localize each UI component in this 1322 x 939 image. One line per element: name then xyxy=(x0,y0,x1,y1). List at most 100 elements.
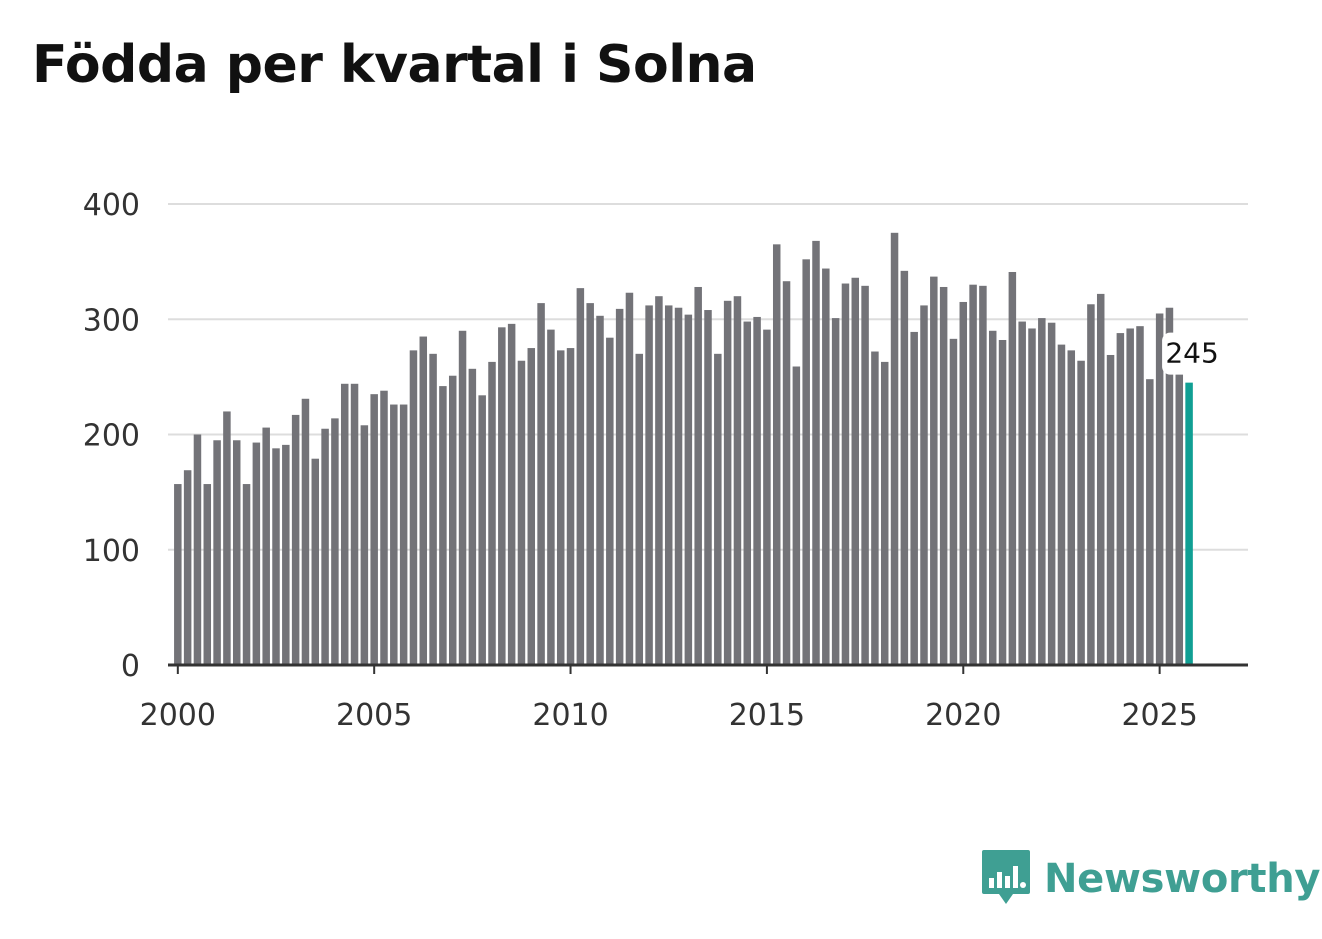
bar xyxy=(331,418,339,665)
bar xyxy=(380,390,388,665)
bar xyxy=(655,296,663,665)
bar xyxy=(635,353,644,665)
bar xyxy=(1028,328,1036,665)
bar xyxy=(547,329,555,665)
bar xyxy=(1047,322,1056,665)
x-tick-label-2010: 2010 xyxy=(532,698,608,733)
bar xyxy=(1136,326,1144,665)
y-tick-label-300: 300 xyxy=(83,303,140,338)
bar xyxy=(704,310,712,665)
bar xyxy=(242,484,251,665)
bar xyxy=(517,360,526,665)
bar xyxy=(1096,293,1105,665)
x-axis-tick-labels: 2000 2005 2010 2015 2020 2025 xyxy=(140,698,1198,733)
bar xyxy=(743,321,752,665)
bar xyxy=(831,318,840,665)
bar xyxy=(645,305,653,665)
bar xyxy=(782,281,791,665)
chart-title: Födda per kvartal i Solna xyxy=(32,35,757,95)
bar xyxy=(321,428,329,665)
bar xyxy=(527,348,536,665)
bar xyxy=(1087,304,1095,665)
bar xyxy=(282,444,290,665)
bar xyxy=(203,484,212,665)
bar xyxy=(390,404,398,665)
bar xyxy=(311,458,320,665)
bar xyxy=(684,314,693,665)
bar xyxy=(507,323,516,665)
bar xyxy=(910,331,918,665)
y-axis-tick-labels: 0 100 200 300 400 xyxy=(83,188,140,684)
bar xyxy=(439,386,447,665)
bar-chart-speech-bubble-icon xyxy=(982,850,1030,904)
bars xyxy=(174,232,1193,665)
bar xyxy=(606,337,614,665)
bar xyxy=(664,305,673,665)
bar xyxy=(753,316,761,665)
bar xyxy=(763,329,771,665)
bar xyxy=(1038,318,1046,665)
x-axis xyxy=(168,663,1248,674)
bar xyxy=(1116,333,1125,665)
bar xyxy=(851,277,860,665)
brand-name: Newsworthy xyxy=(1044,856,1321,902)
data-label-last-value: 245 xyxy=(1165,337,1218,370)
bar xyxy=(232,440,241,665)
bar xyxy=(252,442,261,665)
bar xyxy=(360,425,369,665)
x-tick-label-2020: 2020 xyxy=(925,698,1001,733)
bar xyxy=(1175,363,1184,665)
bar xyxy=(291,414,300,665)
bar-highlight xyxy=(1185,382,1193,665)
bar xyxy=(340,383,349,665)
bar xyxy=(458,330,467,665)
bar xyxy=(213,440,221,665)
data-label-background xyxy=(1162,332,1223,375)
bar xyxy=(890,232,899,665)
bar xyxy=(409,350,418,665)
bar xyxy=(1018,321,1026,665)
bar xyxy=(674,307,683,665)
bar xyxy=(1008,271,1017,665)
bar xyxy=(880,361,889,665)
bar xyxy=(262,427,270,665)
bar xyxy=(822,268,830,665)
bar xyxy=(537,303,545,665)
bar xyxy=(988,330,997,665)
bar xyxy=(802,259,810,665)
bar xyxy=(733,296,742,665)
bar xyxy=(792,366,801,665)
bar xyxy=(998,339,1007,665)
bar xyxy=(900,270,909,665)
y-tick-label-100: 100 xyxy=(83,534,140,569)
bar xyxy=(478,395,486,665)
bar xyxy=(1067,350,1076,665)
bar xyxy=(694,286,702,665)
bar xyxy=(812,240,820,665)
bar xyxy=(861,285,869,665)
bar xyxy=(1155,313,1164,665)
y-tick-label-200: 200 xyxy=(83,419,140,454)
bar xyxy=(615,308,624,665)
bar xyxy=(1126,328,1134,665)
x-tick-label-2005: 2005 xyxy=(336,698,412,733)
bar xyxy=(399,404,408,665)
bar xyxy=(1077,360,1085,665)
bar xyxy=(301,398,310,665)
bar xyxy=(429,353,437,665)
x-tick-label-2025: 2025 xyxy=(1121,698,1197,733)
bar xyxy=(979,285,987,665)
bar xyxy=(468,368,477,665)
bar xyxy=(488,361,496,665)
bar xyxy=(930,276,938,665)
bar xyxy=(350,383,359,665)
bar xyxy=(949,338,958,665)
y-tick-label-0: 0 xyxy=(121,649,140,684)
bar xyxy=(1146,379,1154,665)
bar xyxy=(969,284,977,665)
bar xyxy=(1057,344,1066,665)
bar xyxy=(370,394,378,665)
bar xyxy=(920,305,928,665)
bar xyxy=(772,244,781,665)
